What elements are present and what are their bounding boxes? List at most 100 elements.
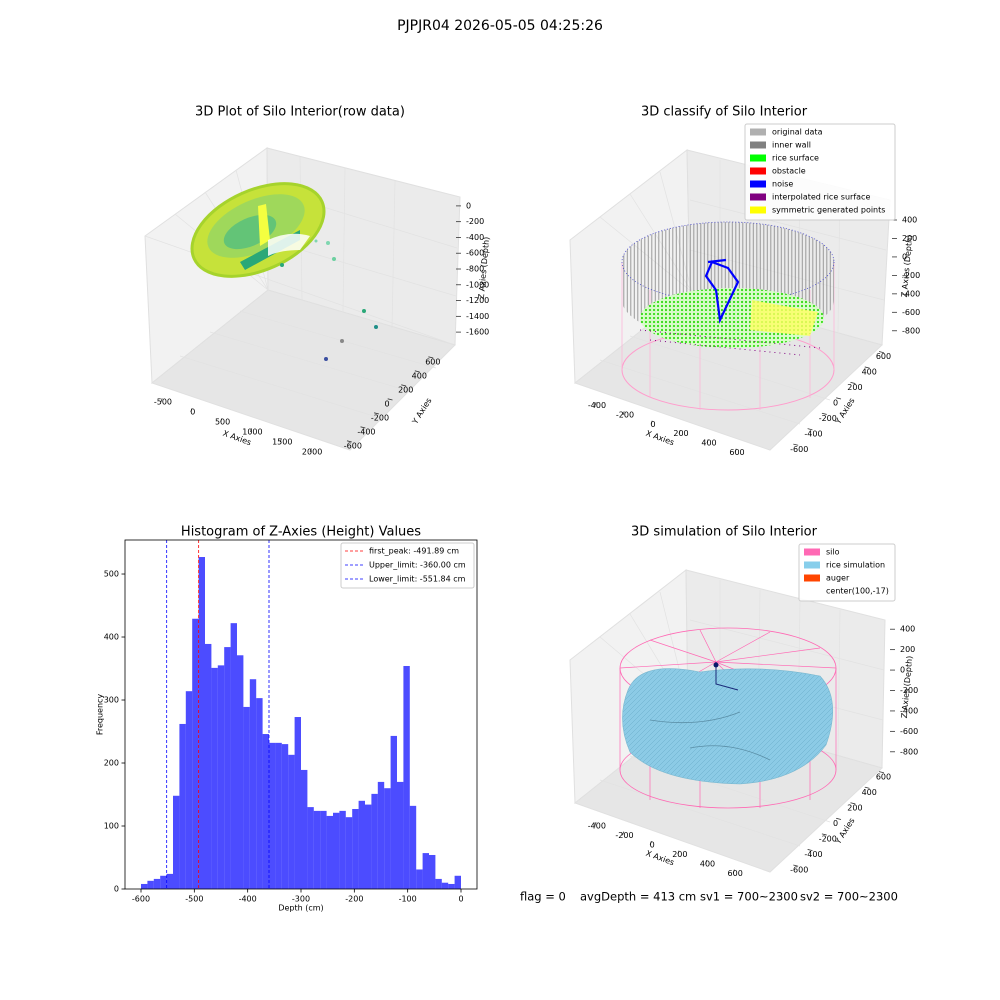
legend-swatch bbox=[750, 206, 766, 214]
point-cloud bbox=[621, 221, 835, 411]
x-tick-label: 400 bbox=[701, 439, 716, 448]
histogram-bar bbox=[454, 875, 461, 889]
legend-swatch bbox=[750, 193, 766, 201]
y-tick-label: 200 bbox=[398, 386, 413, 395]
tick-mark bbox=[220, 418, 223, 423]
z-tick-label: -600 bbox=[902, 308, 920, 317]
z-tick-label: -200 bbox=[902, 271, 920, 280]
x-tick-label: -400 bbox=[239, 895, 257, 904]
y-tick-label: 400 bbox=[862, 788, 877, 797]
tick-mark bbox=[850, 381, 856, 384]
y-tick-label: -400 bbox=[804, 850, 822, 859]
x-tick-label: 400 bbox=[700, 859, 715, 868]
histogram-bar bbox=[377, 781, 385, 889]
histogram-bar bbox=[313, 810, 321, 889]
y-tick-label: -200 bbox=[819, 835, 837, 844]
y-tick-label: 400 bbox=[412, 372, 427, 381]
axis-label: X Axies bbox=[645, 429, 676, 448]
x-tick-label: 1500 bbox=[272, 438, 292, 447]
x-tick-label: 1000 bbox=[242, 428, 262, 437]
tick-mark bbox=[821, 833, 827, 836]
chart-title: Histogram of Z-Axies (Height) Values bbox=[181, 525, 421, 540]
legend-label: symmetric generated points bbox=[772, 206, 885, 215]
y-tick-label: 600 bbox=[425, 358, 440, 367]
histogram-bar bbox=[198, 557, 205, 889]
status-text: sv2 = 700~2300 bbox=[800, 890, 898, 904]
y-tick-label: 0 bbox=[833, 819, 838, 828]
histogram-bar bbox=[307, 807, 314, 889]
x-tick-label: -200 bbox=[616, 411, 634, 420]
histogram-bar bbox=[288, 754, 295, 889]
histogram-bar bbox=[249, 679, 257, 889]
tick-mark bbox=[864, 786, 870, 789]
tick-mark bbox=[428, 356, 434, 359]
histogram-bar bbox=[320, 810, 327, 889]
legend-label: silo bbox=[826, 548, 840, 557]
legend-label: rice surface bbox=[772, 154, 819, 163]
legend-label: auger bbox=[826, 574, 850, 583]
z-tick-label: -400 bbox=[466, 233, 484, 242]
tick-mark bbox=[864, 366, 870, 369]
axis-label: Frequency bbox=[96, 694, 105, 736]
chart-title: 3D simulation of Silo Interior bbox=[631, 525, 818, 540]
histogram-bar bbox=[416, 869, 423, 889]
legend-swatch bbox=[750, 180, 766, 188]
x-tick-label: 0 bbox=[458, 895, 463, 904]
tick-mark bbox=[414, 370, 420, 373]
tick-mark bbox=[836, 397, 842, 400]
histogram-bar bbox=[237, 655, 244, 889]
histogram-bar bbox=[352, 808, 359, 889]
chart-title: 3D Plot of Silo Interior(row data) bbox=[195, 105, 405, 120]
legend-label: noise bbox=[772, 180, 793, 189]
status-text: flag = 0 bbox=[520, 890, 566, 904]
histogram-bar bbox=[384, 788, 391, 889]
histogram-bar bbox=[435, 878, 442, 889]
tick-mark bbox=[807, 428, 813, 431]
histogram-bar bbox=[160, 875, 167, 889]
histogram-bar bbox=[217, 665, 225, 889]
tick-mark bbox=[706, 439, 709, 444]
legend-label: rice simulation bbox=[826, 561, 885, 570]
point-cloud bbox=[190, 182, 378, 361]
histogram-bar bbox=[429, 854, 436, 889]
histogram-bar bbox=[339, 810, 346, 889]
histogram-bar bbox=[205, 643, 212, 889]
z-tick-label: 400 bbox=[902, 216, 917, 225]
histogram-bar bbox=[224, 647, 231, 889]
tick-mark bbox=[705, 860, 708, 864]
tick-mark bbox=[793, 864, 799, 867]
legend-box bbox=[340, 542, 475, 589]
y-tick-label: -400 bbox=[357, 428, 375, 437]
x-tick-label: -200 bbox=[345, 895, 363, 904]
x-tick-label: -600 bbox=[132, 895, 150, 904]
tick-mark bbox=[160, 398, 163, 403]
histogram-bar bbox=[275, 742, 282, 889]
histogram-bar bbox=[141, 883, 148, 889]
histogram-bar bbox=[230, 623, 237, 889]
legend-swatch bbox=[750, 167, 766, 175]
y-tick-label: 400 bbox=[862, 368, 877, 377]
histogram-bar bbox=[390, 735, 397, 889]
histogram-bar bbox=[153, 878, 161, 889]
legend-label: obstacle bbox=[772, 167, 806, 176]
z-tick-label: -200 bbox=[466, 217, 484, 226]
tick-mark bbox=[850, 802, 856, 805]
histogram-bar bbox=[192, 618, 199, 889]
tick-mark bbox=[878, 351, 884, 354]
x-tick-label: 600 bbox=[729, 448, 744, 457]
legend-label: first_peak: -491.89 cm bbox=[369, 547, 459, 556]
histogram-bar bbox=[256, 698, 263, 889]
legend-label: center(100,-17) bbox=[826, 587, 889, 596]
legend-label: interpolated rice surface bbox=[772, 193, 870, 202]
legend-swatch bbox=[750, 154, 766, 162]
x-tick-label: 200 bbox=[672, 850, 687, 859]
y-tick-label: 400 bbox=[104, 633, 119, 642]
tick-mark bbox=[401, 384, 407, 387]
y-tick-label: 600 bbox=[876, 772, 891, 781]
z-tick-label: -800 bbox=[466, 265, 484, 274]
z-tick-label: -600 bbox=[900, 727, 918, 736]
histogram-bar bbox=[409, 805, 417, 889]
histogram-bar bbox=[269, 742, 276, 889]
y-tick-label: 500 bbox=[104, 570, 119, 579]
legend-box bbox=[798, 543, 896, 602]
